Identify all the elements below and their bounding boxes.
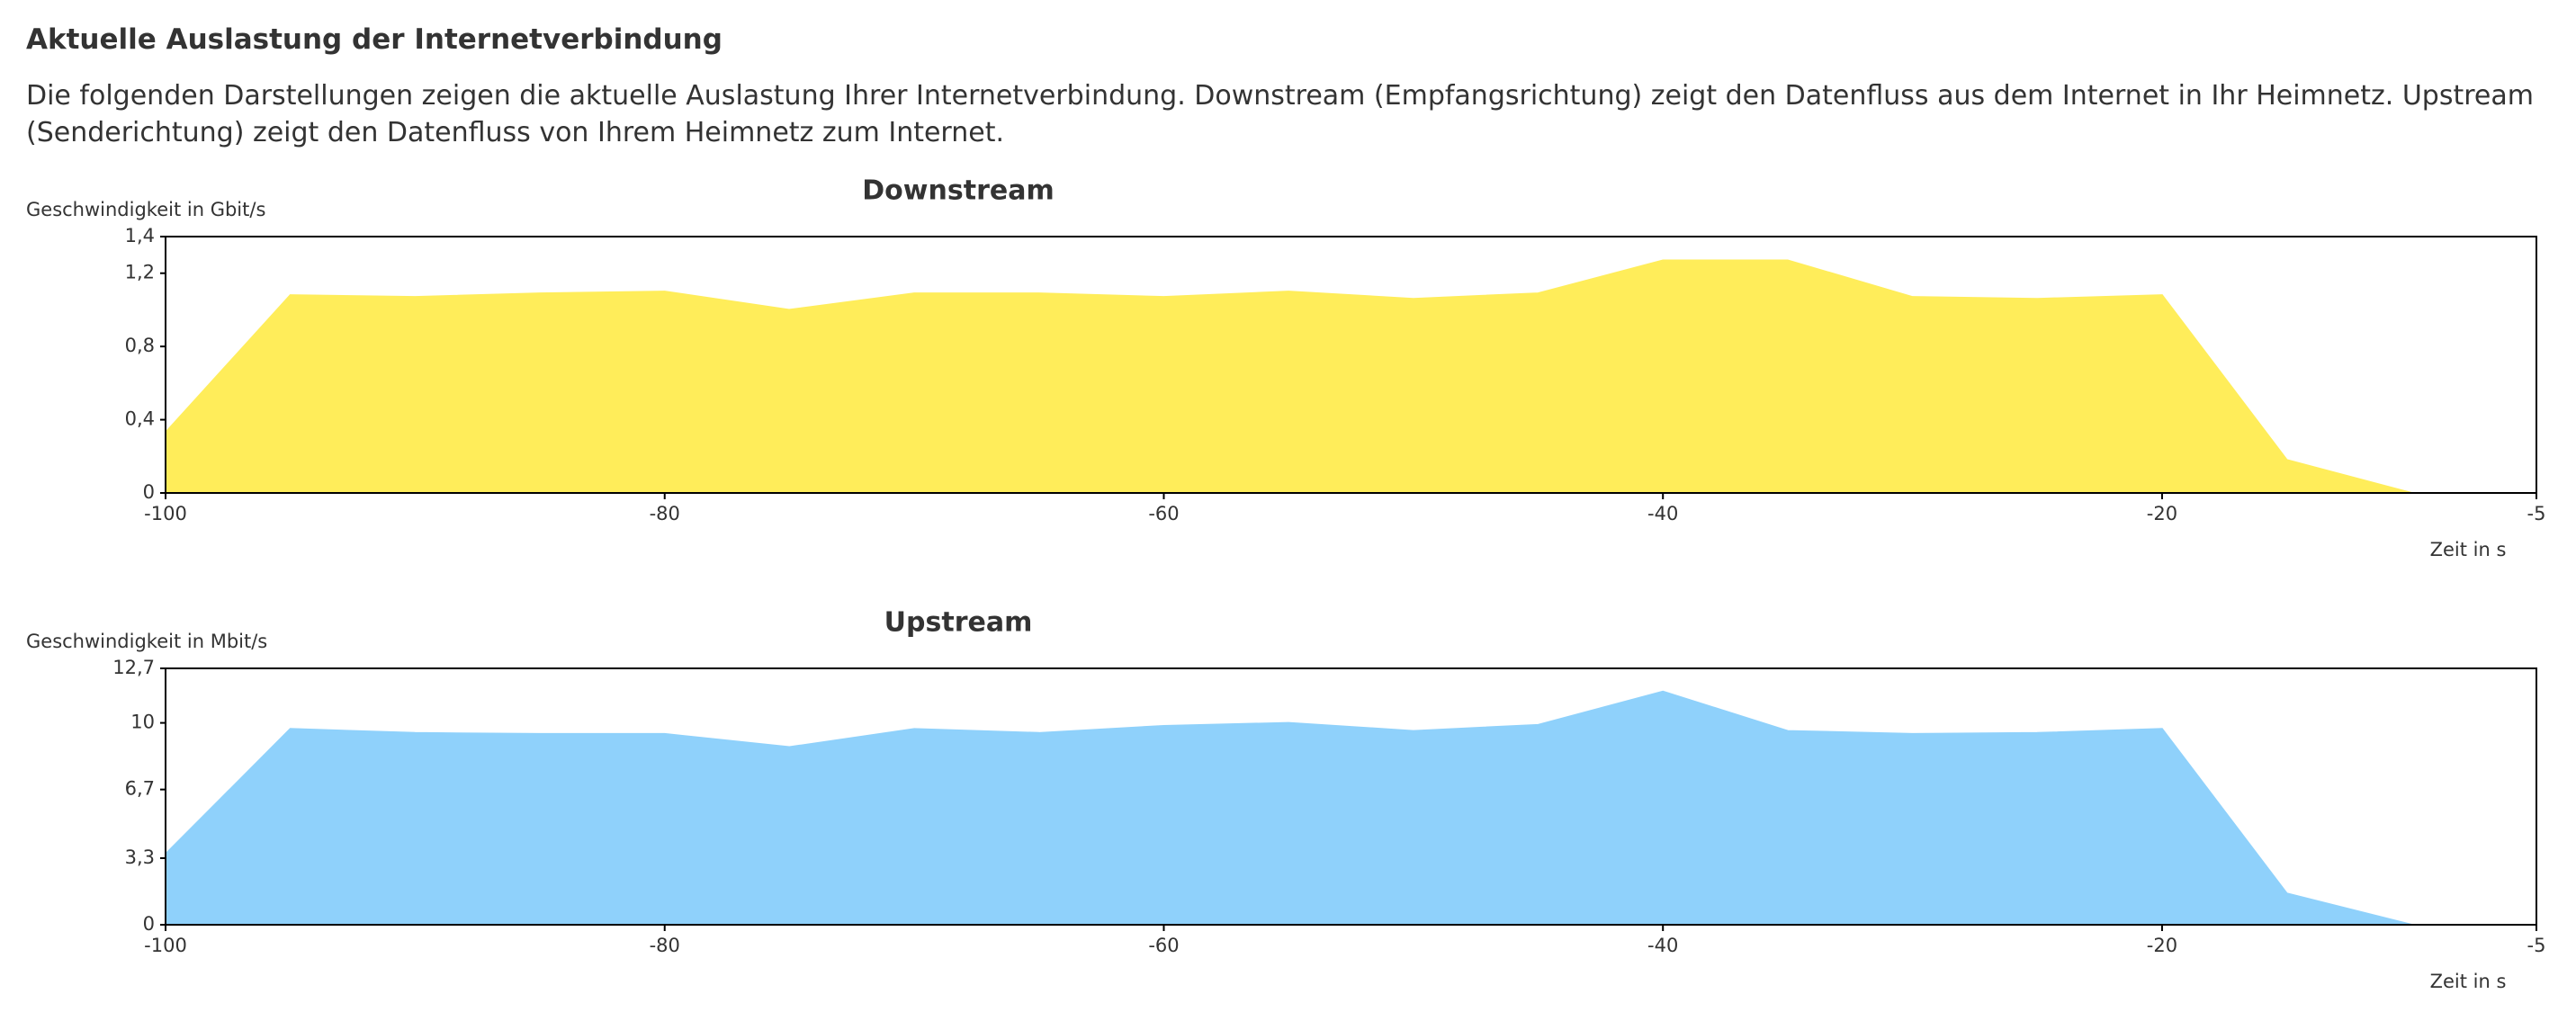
y-tick-label: 0,8: [125, 335, 155, 356]
x-tick-label: -80: [650, 935, 680, 956]
y-tick-label: 0: [143, 481, 155, 503]
y-tick-label: 10: [130, 712, 155, 733]
y-tick-label: 6,7: [125, 778, 155, 800]
x-axis-label: Zeit in s: [2430, 971, 2507, 992]
chart-title: Downstream: [862, 175, 1054, 207]
x-tick-label: -20: [2147, 503, 2177, 524]
x-tick-label: -5: [2527, 503, 2546, 524]
x-tick-label: -100: [144, 935, 187, 956]
plot-frame: [165, 667, 2537, 926]
x-axis-label: Zeit in s: [2430, 539, 2507, 560]
area-fill: [166, 691, 2536, 925]
x-tick-label: -40: [1647, 935, 1678, 956]
x-tick-label: -100: [144, 503, 187, 524]
y-tick-label: 1,2: [125, 262, 155, 283]
y-tick-label: 3,3: [125, 846, 155, 868]
y-tick-label: 0,4: [125, 408, 155, 430]
area-line: [165, 259, 2536, 494]
area-fill: [166, 260, 2536, 493]
x-tick-label: -60: [1148, 935, 1179, 956]
y-tick-label: 0: [143, 913, 155, 935]
page-title: Aktuelle Auslastung der Internetverbindu…: [26, 23, 723, 56]
y-axis-label: Geschwindigkeit in Gbit/s: [26, 199, 265, 220]
chart-title: Upstream: [884, 607, 1033, 639]
area-line: [165, 690, 2536, 926]
x-tick-label: -40: [1647, 503, 1678, 524]
x-tick-label: -60: [1148, 503, 1179, 524]
x-tick-label: -80: [650, 503, 680, 524]
y-axis-label: Geschwindigkeit in Mbit/s: [26, 631, 267, 652]
x-tick-label: -20: [2147, 935, 2177, 956]
y-tick-label: 1,4: [125, 225, 155, 246]
y-tick-label: 12,7: [112, 657, 155, 678]
x-tick-label: -5: [2527, 935, 2546, 956]
page-description: Die folgenden Darstellungen zeigen die a…: [26, 80, 2534, 148]
plot-frame: [165, 236, 2537, 494]
